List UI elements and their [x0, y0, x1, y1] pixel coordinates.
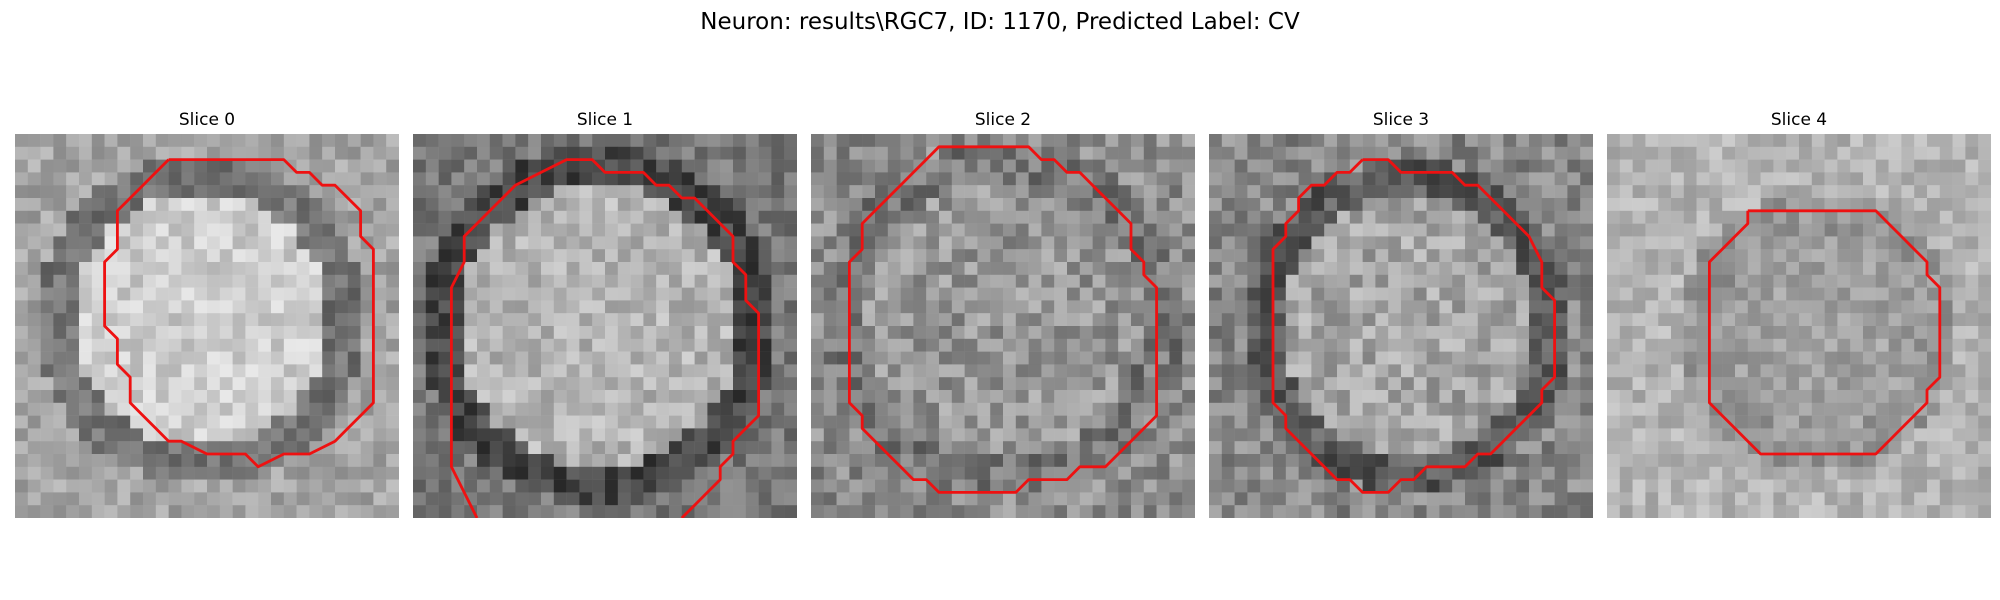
slice-image-2	[811, 134, 1195, 518]
slice-contour-1	[449, 158, 761, 518]
slice-image-1	[413, 134, 797, 518]
slice-contour-4	[1707, 209, 1942, 456]
slice-pixels-0	[15, 134, 399, 518]
slice-panel-2: Slice 2	[811, 106, 1195, 518]
slice-pixels-2	[811, 134, 1195, 518]
slice-panel-1: Slice 1	[413, 106, 797, 518]
slice-title-0: Slice 0	[178, 110, 236, 130]
slice-pixels-1	[413, 134, 797, 518]
slice-panel-4: Slice 4	[1607, 106, 1991, 518]
slice-contour-0	[103, 158, 375, 469]
slice-pixels-3	[1209, 134, 1593, 518]
slice-contour-3	[1271, 158, 1557, 494]
slice-title-2: Slice 2	[974, 110, 1032, 130]
slice-title-3: Slice 3	[1372, 110, 1430, 130]
slice-panel-0: Slice 0	[15, 106, 399, 518]
slice-title-4: Slice 4	[1770, 110, 1828, 130]
slice-panel-3: Slice 3	[1209, 106, 1593, 518]
slice-pixels-4	[1607, 134, 1991, 518]
slice-title-1: Slice 1	[576, 110, 634, 130]
slice-image-4	[1607, 134, 1991, 518]
slice-image-3	[1209, 134, 1593, 518]
figure-title: Neuron: results\RGC7, ID: 1170, Predicte…	[700, 9, 1300, 35]
slice-contour-2	[847, 145, 1159, 494]
slice-image-0	[15, 134, 399, 518]
